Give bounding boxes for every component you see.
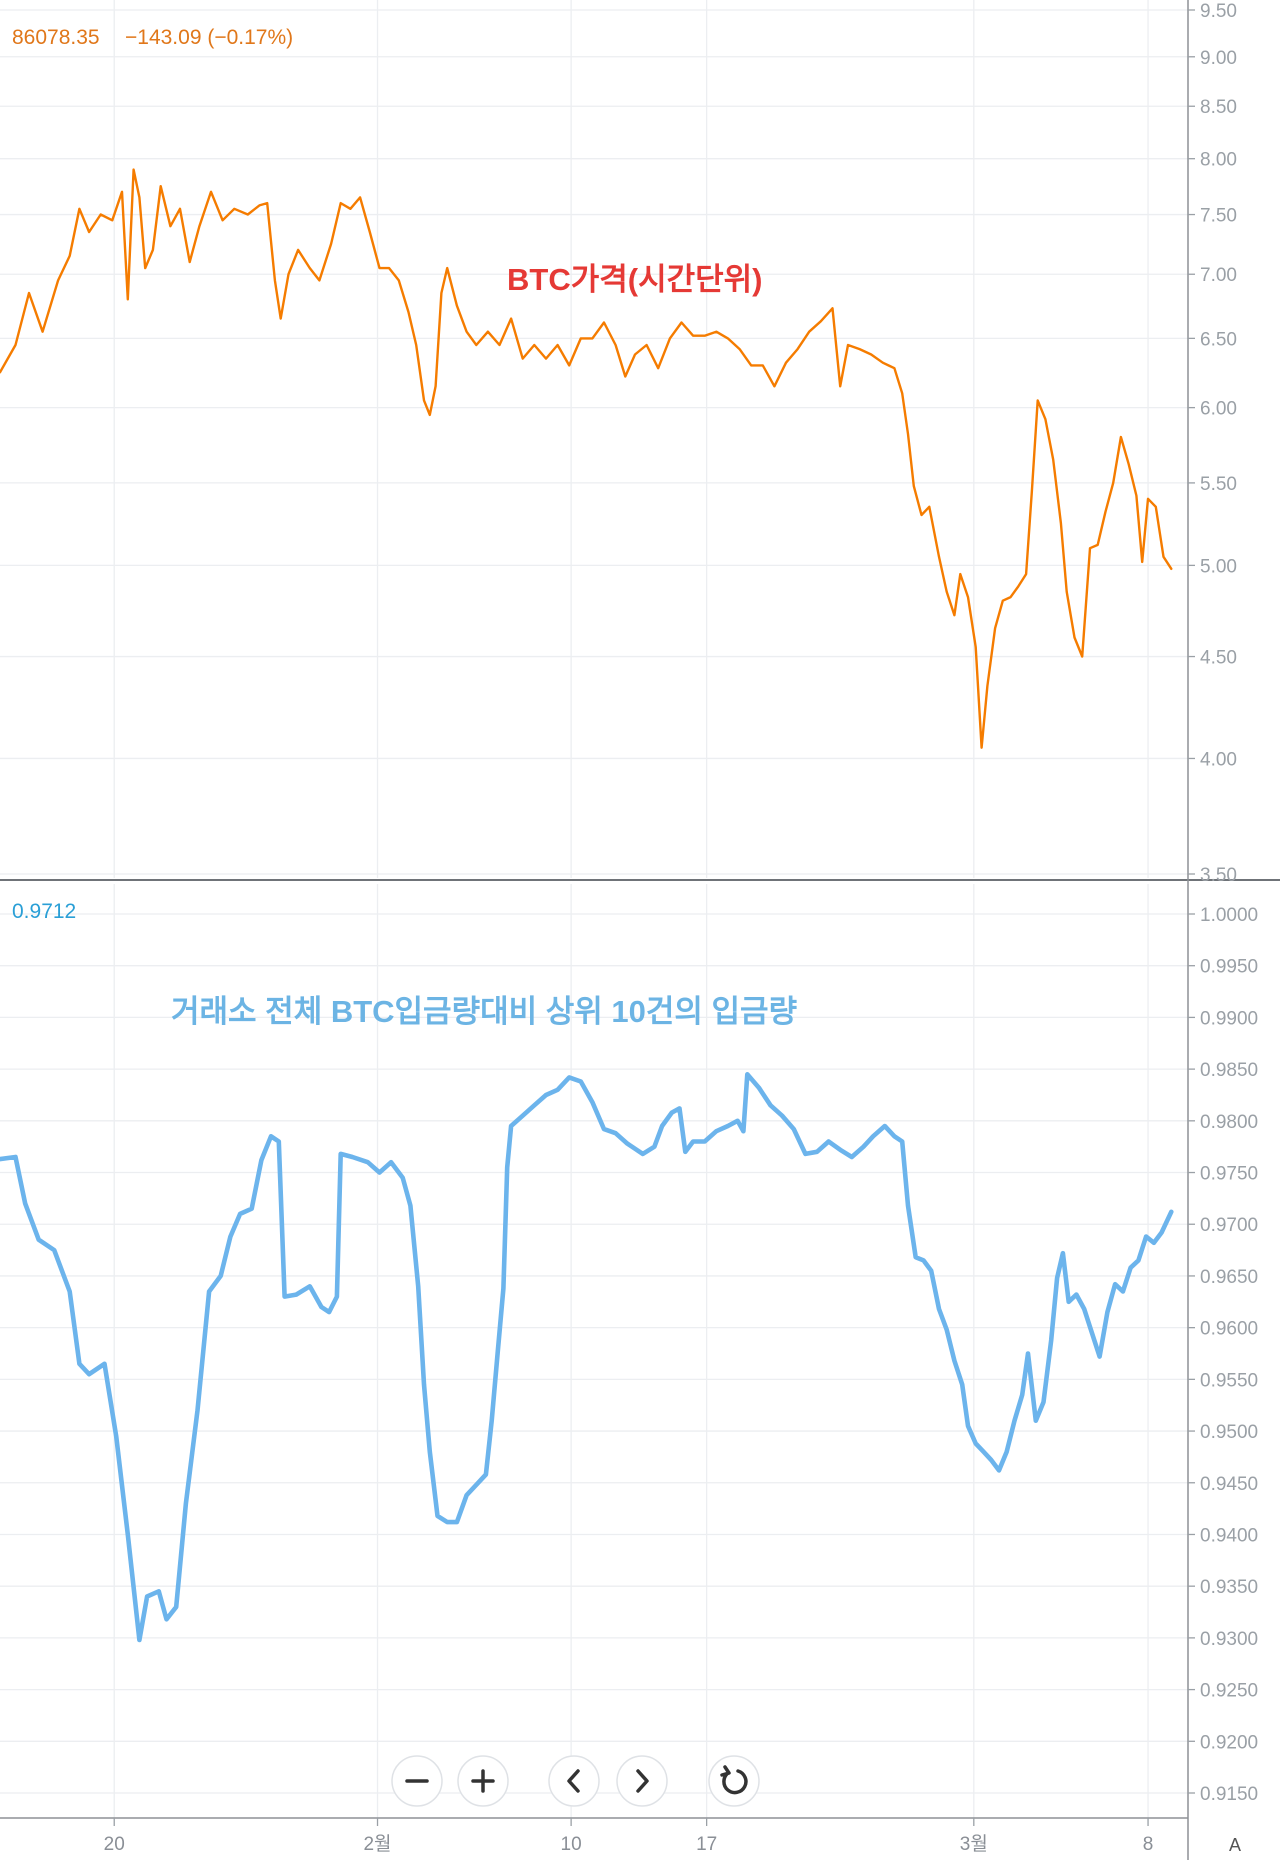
btc-price-series — [0, 170, 1171, 748]
y-tick-label: 0.9850 — [1200, 1060, 1258, 1081]
deposit-ratio-series — [0, 1074, 1171, 1640]
y-tick-label: 0.9300 — [1200, 1629, 1258, 1650]
price-header-change: −143.09 (−0.17%) — [125, 26, 293, 49]
scroll-right-button[interactable] — [617, 1756, 667, 1806]
y-tick-label: 0.9750 — [1200, 1164, 1258, 1185]
btc-price-line — [0, 170, 1171, 748]
y-tick-label: 7.50 — [1200, 206, 1237, 227]
y-tick-label: 1.0000 — [1200, 905, 1258, 926]
y-tick-label: 0.9350 — [1200, 1577, 1258, 1598]
y-tick-label: 9.50 — [1200, 1, 1237, 22]
x-tick-label: 10 — [561, 1834, 582, 1855]
y-tick-label: 6.50 — [1200, 329, 1237, 350]
deposit-ratio-line — [0, 1074, 1171, 1640]
y-tick-label: 0.9650 — [1200, 1267, 1258, 1288]
bottom-chart-annotation: 거래소 전체 BTC입금량대비 상위 10건의 입금량 — [171, 994, 797, 1029]
axis-corner-label[interactable]: A — [1229, 1835, 1241, 1855]
x-tick-label: 3월 — [960, 1833, 988, 1855]
y-tick-label: 6.00 — [1200, 399, 1237, 420]
x-tick-label: 2월 — [363, 1833, 391, 1855]
y-tick-label: 0.9700 — [1200, 1215, 1258, 1236]
y-tick-label: 4.00 — [1200, 749, 1237, 770]
ratio-header-value: 0.9712 — [12, 900, 76, 923]
zoom-out-button[interactable] — [392, 1756, 442, 1806]
y-tick-label: 0.9900 — [1200, 1008, 1258, 1029]
y-tick-label: 4.50 — [1200, 648, 1237, 669]
y-tick-label: 0.9800 — [1200, 1112, 1258, 1133]
y-tick-label: 5.00 — [1200, 556, 1237, 577]
price-header-value: 86078.35 — [12, 26, 100, 49]
reset-chart-button[interactable] — [709, 1756, 759, 1806]
y-tick-label: 0.9600 — [1200, 1319, 1258, 1340]
zoom-in-button[interactable] — [458, 1756, 508, 1806]
y-tick-label: 0.9150 — [1200, 1784, 1258, 1805]
y-tick-label: 5.50 — [1200, 474, 1237, 495]
y-tick-label: 8.50 — [1200, 97, 1237, 118]
y-tick-label: 0.9200 — [1200, 1732, 1258, 1753]
y-tick-label: 0.9400 — [1200, 1525, 1258, 1546]
x-tick-label: 17 — [696, 1834, 717, 1855]
y-tick-label: 0.9950 — [1200, 957, 1258, 978]
y-tick-label: 9.00 — [1200, 48, 1237, 69]
x-tick-label: 20 — [104, 1834, 125, 1855]
y-tick-label: 8.00 — [1200, 150, 1237, 171]
y-tick-label: 0.9250 — [1200, 1681, 1258, 1702]
scroll-left-button[interactable] — [549, 1756, 599, 1806]
top-chart-annotation: BTC가격(시간단위) — [507, 262, 762, 297]
y-tick-label: 7.00 — [1200, 265, 1237, 286]
y-tick-label: 3.50 — [1200, 865, 1237, 886]
y-tick-label: 0.9500 — [1200, 1422, 1258, 1443]
y-tick-label: 0.9450 — [1200, 1474, 1258, 1495]
x-tick-label: 8 — [1143, 1834, 1154, 1855]
y-tick-label: 0.9550 — [1200, 1370, 1258, 1391]
